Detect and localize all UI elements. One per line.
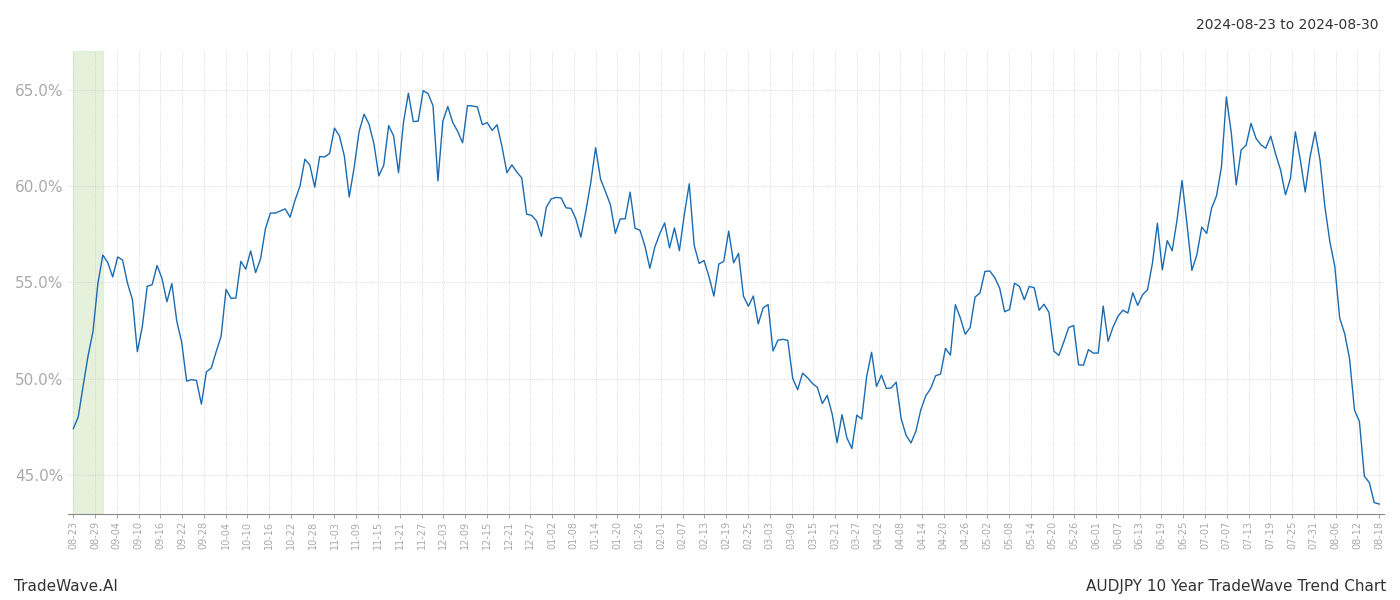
Text: TradeWave.AI: TradeWave.AI xyxy=(14,579,118,594)
Text: AUDJPY 10 Year TradeWave Trend Chart: AUDJPY 10 Year TradeWave Trend Chart xyxy=(1086,579,1386,594)
Text: 2024-08-23 to 2024-08-30: 2024-08-23 to 2024-08-30 xyxy=(1197,18,1379,32)
Bar xyxy=(73,51,102,514)
